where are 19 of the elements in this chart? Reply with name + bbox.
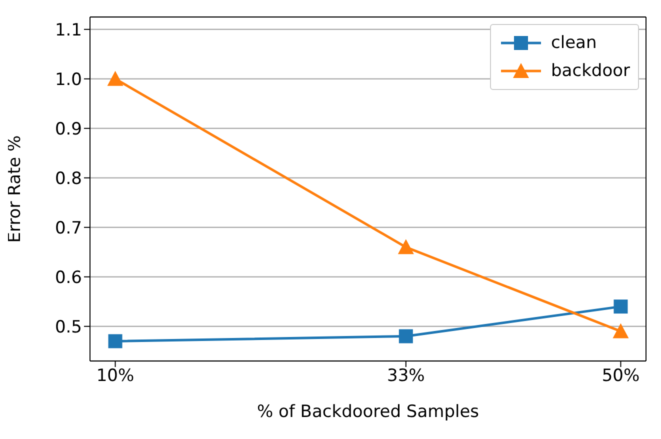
legend-label: clean	[551, 33, 597, 53]
y-tick-label: 1.0	[54, 70, 82, 90]
x-axis-title: % of Backdoored Samples	[256, 402, 480, 422]
point	[398, 329, 413, 344]
x-tick-label: 33%	[387, 366, 425, 386]
point	[107, 70, 124, 86]
x-tick-label: 10%	[96, 366, 134, 386]
y-tick-label: 0.9	[54, 119, 82, 140]
y-tick-label: 1.1	[54, 20, 82, 40]
y-tick-label: 0.5	[54, 317, 82, 338]
x-tick-label: 50%	[602, 366, 640, 386]
y-tick-label: 0.8	[54, 168, 82, 189]
point	[108, 334, 122, 348]
point	[614, 300, 628, 314]
point	[398, 239, 414, 254]
y-tick-label: 0.6	[54, 268, 82, 288]
legend-label: backdoor	[551, 61, 630, 81]
point	[612, 323, 629, 338]
y-tick-label: 0.7	[54, 218, 82, 238]
